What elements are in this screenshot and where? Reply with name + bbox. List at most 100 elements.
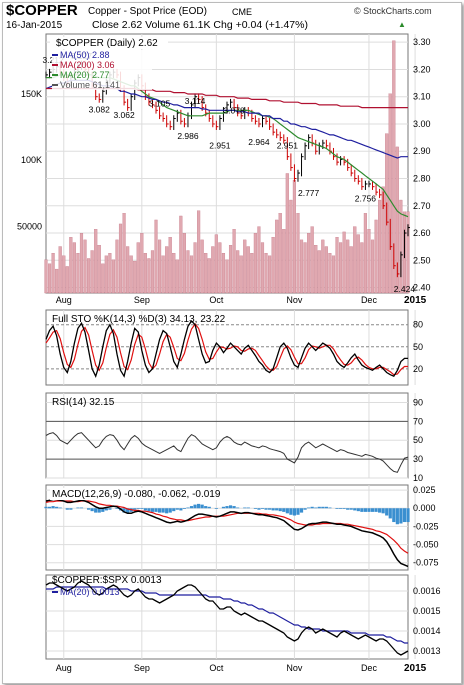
macd-panel-title: MACD(12,26,9) -0.080, -0.062, -0.019 [52,489,221,500]
macd-histogram-bar [157,508,162,513]
macd-histogram-bar [94,508,98,513]
macd-histogram-bar [253,508,257,509]
price-panel-xtick-label: Aug [56,295,72,305]
macd-histogram-bar [328,507,332,509]
macd-histogram-bar [285,508,289,514]
macd-histogram-bar [399,508,403,524]
macd-histogram-bar [289,508,293,515]
volume-bar [395,146,399,294]
macd-histogram-bar [356,508,360,512]
volume-bar [310,226,314,294]
macd-histogram-bar [324,506,328,509]
ratio-panel-ytick-label: 0.0013 [413,646,441,656]
volume-bar [69,237,73,294]
macd-histogram-bar [51,506,55,509]
sto-panel-ytick-label: 20 [413,364,423,374]
volume-bar [200,239,204,294]
macd-histogram-bar [360,508,364,512]
rsi-panel-ytick-label: 90 [413,397,423,407]
macd-histogram-bar [58,507,62,509]
macd-histogram-bar [246,507,250,509]
volume-axis-label: 100K [21,155,42,165]
chart-symbol: $COPPER [6,2,78,19]
macd-histogram-bar [143,508,147,511]
volume-bar [317,250,321,294]
macd-histogram-bar [65,508,69,510]
ratio-panel-ytick-label: 0.0015 [413,606,441,616]
price-legend-3: Volume 61,141 [60,80,120,90]
volume-bar [307,233,311,294]
volume-bar [363,213,367,294]
macd-histogram-bar [314,507,318,509]
price-annotation: 3.105 [149,98,171,108]
volume-bar [65,266,69,294]
volume-bar [370,239,375,294]
volume-bar [275,219,279,294]
volume-bar [118,223,123,294]
volume-bar [299,239,304,294]
volume-bar [353,226,357,294]
macd-histogram-bar [346,508,350,510]
volume-bar [292,179,297,294]
macd-histogram-bar [236,507,240,509]
volume-bar [338,242,343,294]
volume-bar [303,242,307,294]
macd-histogram-bar [101,508,105,512]
volume-bar [285,173,289,294]
volume-bar [214,234,218,294]
macd-histogram-bar [292,508,297,516]
sto-panel-ytick-label: 80 [413,320,423,330]
price-title-bg [50,37,168,49]
volume-bar [228,245,233,294]
macd-histogram-bar [303,508,307,510]
ratio-panel-xtick-label: 2015 [404,663,427,674]
volume-bar [211,246,215,294]
volume-bar [168,237,172,294]
volume-bar [349,246,353,294]
chart-exchange: CME [232,7,252,17]
macd-histogram-bar [282,508,286,512]
volume-bar [257,226,261,294]
volume-bar [388,93,392,294]
rsi-panel-ytick-label: 10 [413,473,423,483]
price-panel-ytick-label: 2.40 [413,283,431,293]
price-panel-xtick-label: Oct [209,295,224,305]
volume-bar [147,258,151,294]
volume-axis-label: 50000 [17,222,42,232]
volume-bar [204,253,208,294]
macd-histogram-bar [108,508,112,510]
price-legend-bg [52,70,152,80]
volume-bar [122,213,126,294]
macd-histogram-bar [147,508,151,512]
price-panel-xtick-label: Dec [361,295,378,305]
macd-histogram-bar [321,506,325,509]
price-annotation: 2.756 [355,193,377,203]
volume-bar [154,219,158,294]
volume-bar [97,245,101,294]
price-annotation: 3.078 [223,106,245,116]
macd-histogram-bar [133,508,137,510]
rsi-panel-ytick-label: 50 [413,435,423,445]
macd-line [45,498,409,568]
macd-histogram-bar [214,508,218,509]
macd-histogram-bar [378,508,382,513]
macd-histogram-bar [86,508,91,510]
macd-panel-ytick-label: 0.000 [413,503,436,513]
volume-bar [161,255,165,294]
volume-bar [193,242,197,294]
macd-histogram-bar [168,508,172,513]
macd-histogram-bar [193,504,197,509]
volume-bar [157,239,162,294]
volume-bar [225,259,229,294]
chg-up-arrow-icon: ▲ [398,20,406,29]
volume-bar [378,199,382,294]
macd-histogram-bar [257,508,261,510]
volume-bar [90,250,94,294]
chart-instrument-name: Copper - Spot Price (EOD) [88,6,207,17]
macd-histogram-bar [47,506,52,509]
macd-histogram-bar [154,508,158,512]
volume-bar [335,237,339,294]
macd-histogram-bar [317,506,321,509]
price-panel-xtick-label: Nov [286,295,303,305]
